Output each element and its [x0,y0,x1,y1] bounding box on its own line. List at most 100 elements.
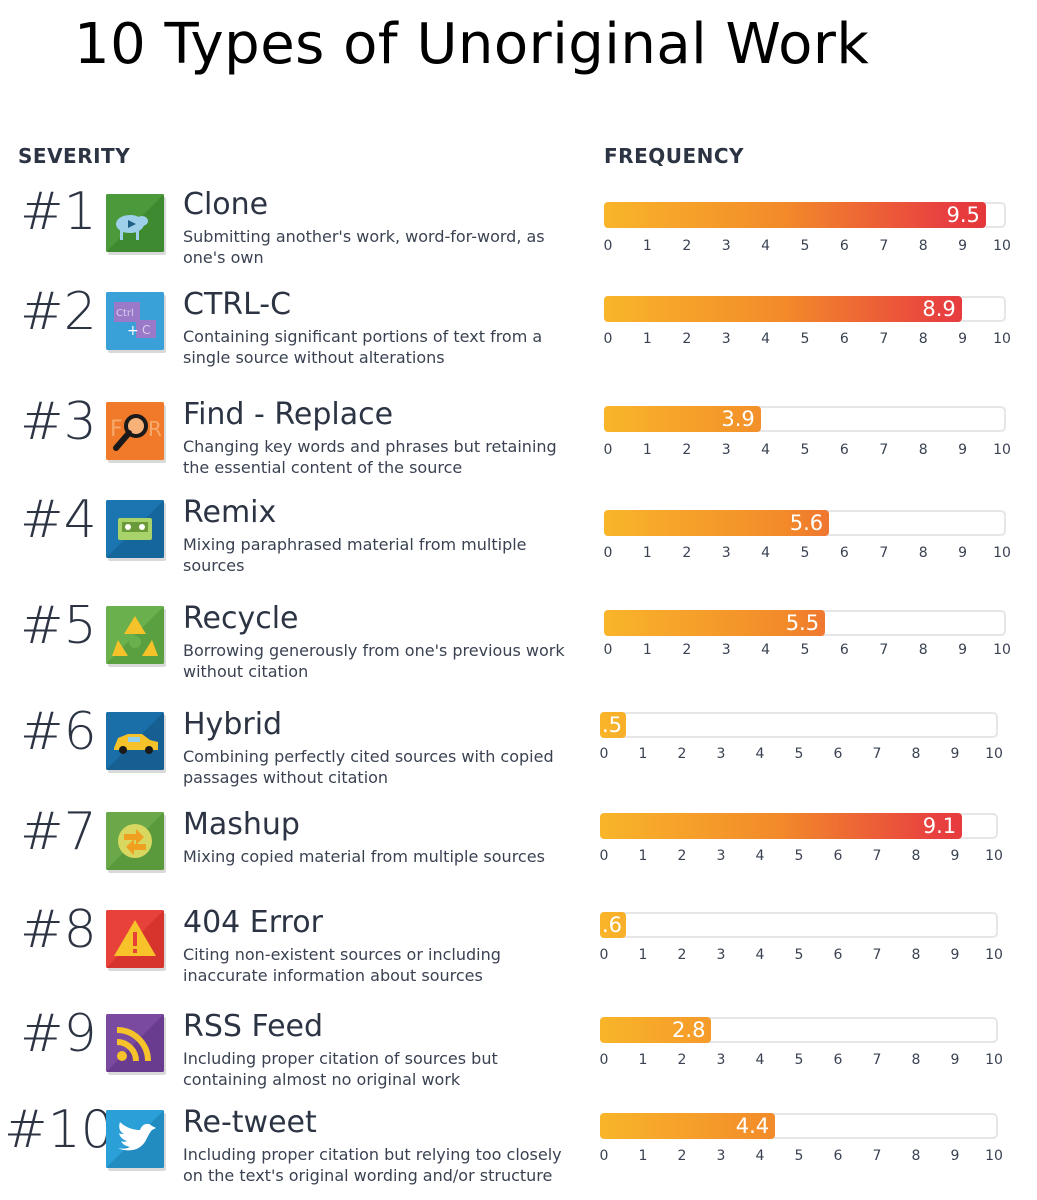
tick-label: 5 [800,642,810,658]
bar-track: .5 [600,712,998,738]
tick-label: 1 [638,1052,648,1068]
tick-label: 10 [985,746,1003,762]
rank-number: #4 [20,490,97,550]
x-axis-ticks: 0 1 2 3 4 5 6 7 8 9 10 [599,1052,1003,1070]
tick-label: 8 [911,746,921,762]
item-description: Mixing paraphrased material from multipl… [183,535,527,575]
rank-number: #8 [20,900,97,960]
tick-label: 8 [918,642,928,658]
tick-label: 5 [794,746,804,762]
svg-text:F: F [110,417,123,442]
bar: 8.9 [604,296,962,322]
tick-label: 0 [603,642,613,658]
svg-text:C: C [142,323,150,337]
tick-label: 3 [721,331,731,347]
bar-value-label: 9.1 [922,814,957,838]
tick-label: 0 [599,1148,609,1164]
item-description: Borrowing generously from one's previous… [183,641,565,681]
tick-label: 8 [911,848,921,864]
tick-label: 3 [721,545,731,561]
x-axis-ticks: 0 1 2 3 4 5 6 7 8 9 10 [604,545,1011,563]
tick-label: 6 [833,1052,843,1068]
item-name: RSS Feed [183,1009,324,1044]
tick-label: 2 [677,1052,687,1068]
tick-label: 7 [879,442,889,458]
tick-label: 9 [950,746,960,762]
tick-label: 5 [800,238,810,254]
item-description: Combining perfectly cited sources with c… [183,747,554,787]
item-description: Including proper citation but relying to… [183,1145,562,1185]
bar: .5 [600,712,626,738]
recycle-icon [106,606,164,664]
tick-label: 9 [958,642,968,658]
tick-label: 2 [677,1148,687,1164]
tick-label: 7 [872,1148,882,1164]
bar: 3.9 [604,406,761,432]
tick-label: 8 [918,442,928,458]
tick-label: 7 [872,947,882,963]
tick-label: 7 [879,238,889,254]
bar-track: 9.5 [604,202,1006,228]
tick-label: 3 [721,642,731,658]
tick-label: 0 [599,848,609,864]
bar-value-label: 5.5 [785,611,820,635]
bar: 5.5 [604,610,826,636]
tick-label: 1 [642,331,652,347]
tick-label: 4 [761,331,771,347]
tick-label: 2 [682,442,692,458]
rank-number: #2 [20,282,97,342]
bar: .6 [600,912,626,938]
tick-label: 9 [958,331,968,347]
bar-track: .6 [600,912,998,938]
tick-label: 6 [839,545,849,561]
tick-label: 10 [993,442,1011,458]
tick-label: 1 [638,947,648,963]
tick-label: 10 [993,238,1011,254]
arrows-icon [106,812,164,870]
tick-label: 1 [642,545,652,561]
tick-label: 1 [642,442,652,458]
rank-number: #5 [20,596,97,656]
tick-label: 5 [794,947,804,963]
item-name: Remix [183,495,277,530]
x-axis-ticks: 0 1 2 3 4 5 6 7 8 9 10 [604,331,1011,349]
tick-label: 2 [677,746,687,762]
item-name: Re-tweet [183,1105,317,1140]
tick-label: 0 [599,947,609,963]
warning-icon [106,910,164,968]
rank-number: #6 [20,702,97,762]
svg-text:Ctrl: Ctrl [116,308,134,319]
bar-value-label: 2.8 [672,1018,706,1042]
tick-label: 3 [716,947,726,963]
tick-label: 5 [794,1148,804,1164]
rank-number: #3 [20,392,97,452]
rss-icon [106,1014,164,1072]
bar-track: 5.5 [604,610,1006,636]
rank-number: #9 [20,1004,97,1064]
tick-label: 4 [755,848,765,864]
tick-label: 6 [839,442,849,458]
tick-label: 8 [918,545,928,561]
tick-label: 8 [911,1148,921,1164]
tick-label: 6 [833,947,843,963]
tick-label: 3 [716,1052,726,1068]
item-name: Clone [183,187,269,222]
svg-text:R: R [148,417,162,441]
tick-label: 1 [642,238,652,254]
tick-label: 1 [638,746,648,762]
bar-value-label: 9.5 [946,203,980,227]
tick-label: 10 [993,642,1011,658]
tick-label: 7 [872,1052,882,1068]
tick-label: 3 [716,746,726,762]
x-axis-ticks: 0 1 2 3 4 5 6 7 8 9 10 [603,642,1011,660]
tick-label: 7 [879,331,889,347]
bar-value-label: 4.4 [735,1114,770,1138]
tick-label: 8 [911,1052,921,1068]
svg-text:+: + [127,323,139,339]
item-description: Citing non-existent sources or including… [183,945,501,985]
tick-label: 0 [599,1052,609,1068]
item-name: CTRL-C [183,287,292,322]
tick-label: 2 [677,848,687,864]
tick-label: 3 [721,238,731,254]
